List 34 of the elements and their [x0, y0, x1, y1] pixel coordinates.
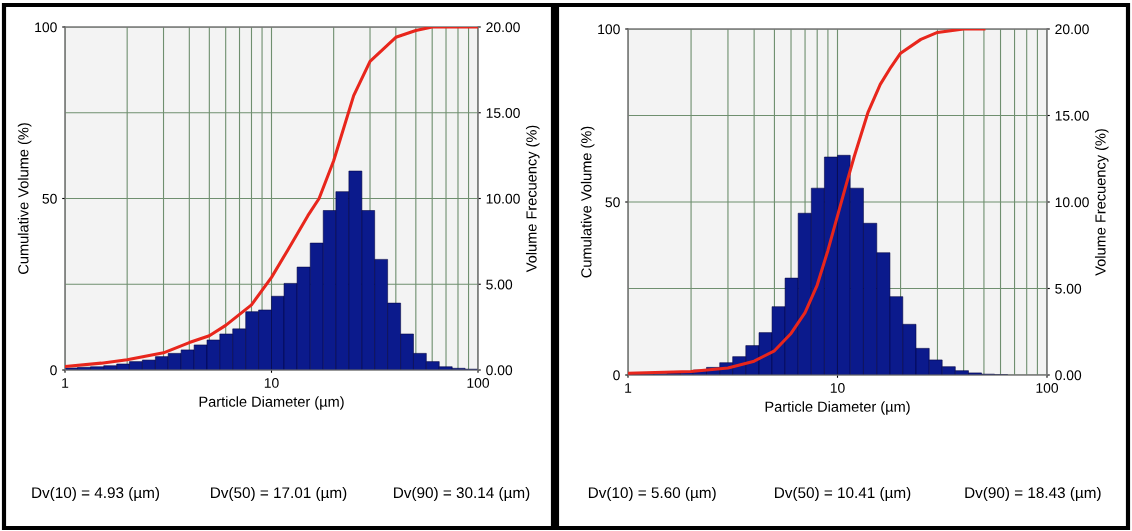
y2-tick-label: 15.00	[1055, 110, 1089, 121]
text: Dv(90) = 18.43 (µm)	[965, 486, 1101, 502]
y2-axis-title: Volume Frecuency (%)	[525, 125, 540, 273]
x-tick-label: 100	[1036, 383, 1059, 393]
text: Dv(10) = 5.60 (µm)	[588, 486, 716, 502]
y2-tick-label: 0.00	[1055, 370, 1082, 381]
x-axis-title: Particle Diameter (µm)	[199, 396, 344, 410]
y2-tick-label: 5.00	[1055, 283, 1082, 294]
y-tick-label: 50	[605, 197, 620, 208]
text: Dv(50) = 17.01 (µm)	[211, 486, 347, 502]
y2-tick-label: 20.00	[486, 22, 520, 33]
x-axis-title: Particle Diameter (µm)	[765, 401, 910, 415]
x-tick-label: 10	[264, 378, 279, 388]
y2-tick-label: 10.00	[1055, 197, 1089, 208]
x-tick-label: 10	[830, 383, 845, 393]
y2-tick-label: 20.00	[1055, 24, 1089, 35]
y2-tick-label: 10.00	[486, 193, 520, 204]
y-tick-label: 0	[613, 370, 620, 381]
y-tick-label: 100	[598, 24, 620, 35]
x-tick-label: 1	[625, 383, 632, 393]
x-tick-label: 1	[62, 378, 69, 388]
text: Dv(10) = 4.93 (µm)	[32, 486, 160, 502]
y2-tick-label: 15.00	[486, 108, 520, 118]
y-tick-label: 100	[35, 22, 57, 33]
y2-axis-title: Volume Frecuency (%)	[1094, 129, 1109, 276]
text: Dv(90) = 30.14 (µm)	[394, 486, 530, 502]
y2-tick-label: 5.00	[486, 279, 513, 290]
x-tick-label: 100	[467, 378, 490, 388]
y-axis-title: Cumulative Volume (%)	[17, 123, 32, 274]
text: Dv(50) = 10.41 (µm)	[775, 486, 911, 502]
y2-tick-label: 0.00	[486, 365, 513, 376]
y-axis-title: Cumulative Volume (%)	[580, 126, 595, 278]
y-tick-label: 50	[42, 193, 57, 204]
y-tick-label: 0	[50, 365, 57, 376]
